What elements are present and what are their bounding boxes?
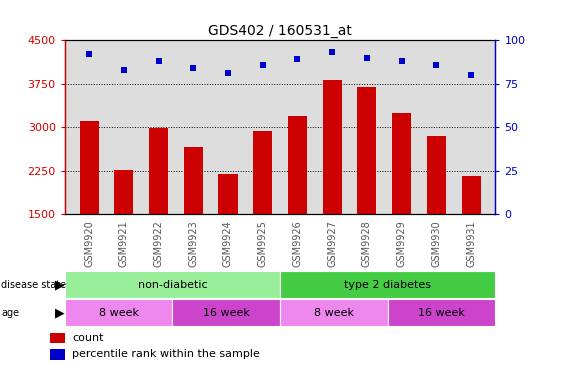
Point <box>467 72 476 78</box>
Text: 8 week: 8 week <box>314 308 354 318</box>
Point <box>258 62 267 68</box>
Text: GSM9925: GSM9925 <box>258 220 268 267</box>
Bar <box>253 131 272 301</box>
Title: GDS402 / 160531_at: GDS402 / 160531_at <box>208 24 352 38</box>
Text: count: count <box>72 333 104 343</box>
Point <box>328 49 337 55</box>
Text: percentile rank within the sample: percentile rank within the sample <box>72 350 260 359</box>
Point <box>293 56 302 62</box>
Text: GSM9924: GSM9924 <box>223 220 233 267</box>
Bar <box>280 271 495 298</box>
Text: GSM9921: GSM9921 <box>119 220 129 267</box>
Bar <box>218 174 238 301</box>
Bar <box>288 116 307 301</box>
Text: 16 week: 16 week <box>418 308 465 318</box>
Bar <box>50 349 65 360</box>
Bar <box>427 136 446 301</box>
Bar <box>184 147 203 301</box>
Text: ▶: ▶ <box>55 278 65 291</box>
Text: age: age <box>1 308 19 318</box>
Point <box>189 65 198 71</box>
Point <box>397 58 406 64</box>
Point <box>84 51 93 57</box>
Bar <box>50 333 65 343</box>
Point <box>224 70 233 76</box>
Text: type 2 diabetes: type 2 diabetes <box>344 280 431 290</box>
Bar <box>388 299 495 326</box>
Text: GSM9926: GSM9926 <box>292 220 302 267</box>
Bar <box>323 80 342 301</box>
Bar <box>65 271 280 298</box>
Text: GSM9931: GSM9931 <box>466 220 476 267</box>
Bar <box>172 299 280 326</box>
Text: disease state: disease state <box>1 280 66 290</box>
Text: GSM9923: GSM9923 <box>188 220 198 267</box>
Text: GSM9922: GSM9922 <box>154 220 163 267</box>
Bar <box>65 299 172 326</box>
Text: 16 week: 16 week <box>203 308 250 318</box>
Point <box>154 58 163 64</box>
Text: GSM9920: GSM9920 <box>84 220 94 267</box>
Text: ▶: ▶ <box>55 306 65 319</box>
Text: GSM9929: GSM9929 <box>397 220 406 267</box>
Bar <box>149 128 168 301</box>
Bar <box>392 113 411 301</box>
Point <box>432 62 441 68</box>
Point <box>119 67 128 73</box>
Bar <box>79 122 99 301</box>
Point <box>363 55 372 61</box>
Bar <box>280 299 388 326</box>
Text: GSM9930: GSM9930 <box>431 220 441 267</box>
Text: non-diabetic: non-diabetic <box>137 280 207 290</box>
Text: GSM9927: GSM9927 <box>327 220 337 267</box>
Text: GSM9928: GSM9928 <box>362 220 372 267</box>
Bar <box>462 176 481 301</box>
Bar <box>358 87 377 301</box>
Bar <box>114 170 133 301</box>
Text: 8 week: 8 week <box>99 308 138 318</box>
